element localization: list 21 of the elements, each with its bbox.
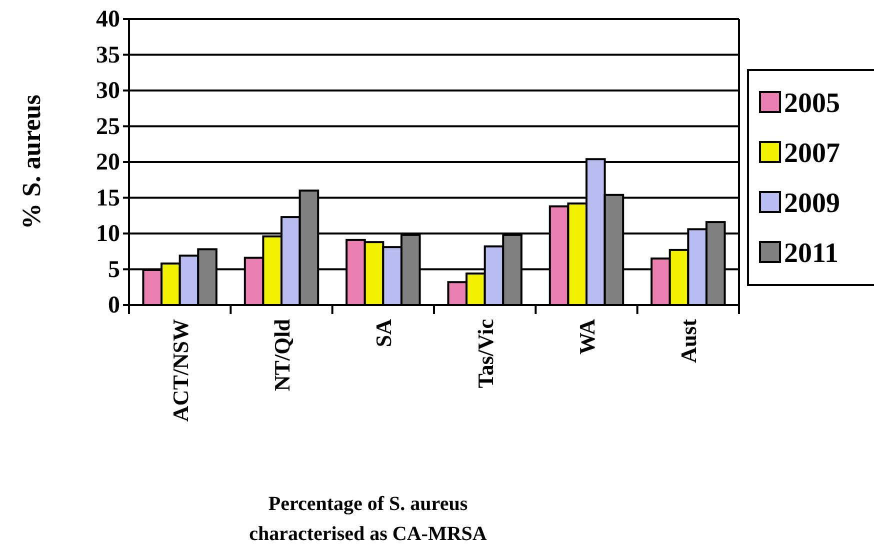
legend-label: 2009 <box>784 188 840 219</box>
x-tick-label: NT/Qld <box>270 319 294 392</box>
x-tick-label: Aust <box>676 318 702 364</box>
y-tick-label: 10 <box>96 221 120 248</box>
y-tick-label: 20 <box>96 150 120 176</box>
legend-label: 2005 <box>784 88 840 119</box>
legend-label: 2011 <box>784 238 838 269</box>
x-tick-label: Tas/Vic <box>472 318 498 388</box>
x-tick-label: SA <box>371 318 396 348</box>
x-tick-label: WA <box>574 318 600 354</box>
y-axis-title: % S. aureus <box>17 94 46 230</box>
x-tick-label: ACT/NSW <box>168 319 193 422</box>
y-tick-label: 5 <box>108 256 120 283</box>
y-tick-label: 30 <box>96 78 120 104</box>
legend-label: 2007 <box>784 138 840 169</box>
y-tick-label: 25 <box>96 114 120 140</box>
y-tick-label: 40 <box>96 6 120 33</box>
y-tick-label: 35 <box>96 42 120 68</box>
y-tick-label: 15 <box>96 185 120 212</box>
y-tick-label: 0 <box>108 292 120 319</box>
x-axis-title: Percentage of S. aureus characterised as CA-MRSA <box>249 493 488 545</box>
